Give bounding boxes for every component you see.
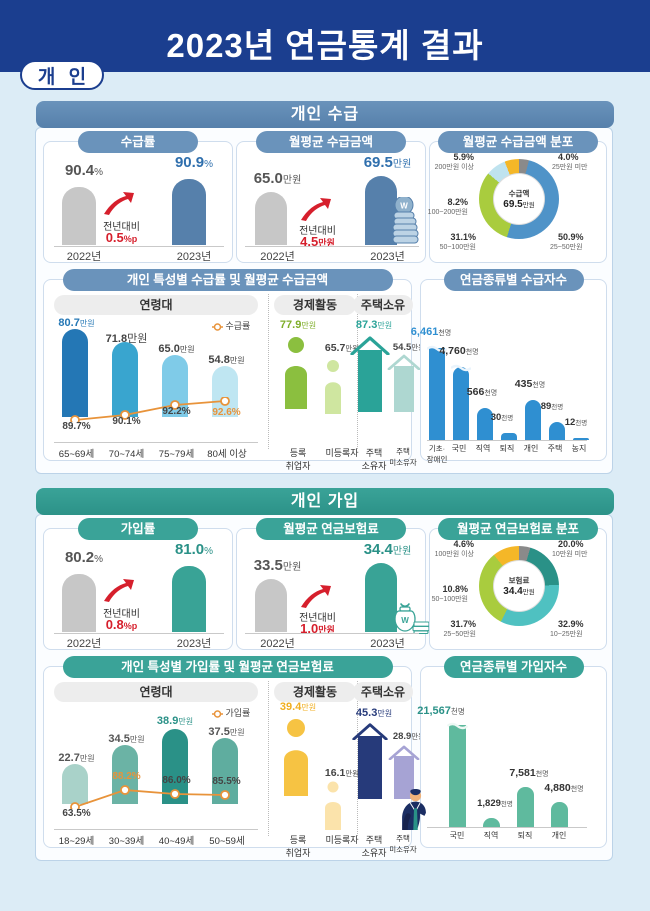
svg-text:W: W	[400, 202, 408, 211]
svg-text:W: W	[401, 616, 409, 625]
